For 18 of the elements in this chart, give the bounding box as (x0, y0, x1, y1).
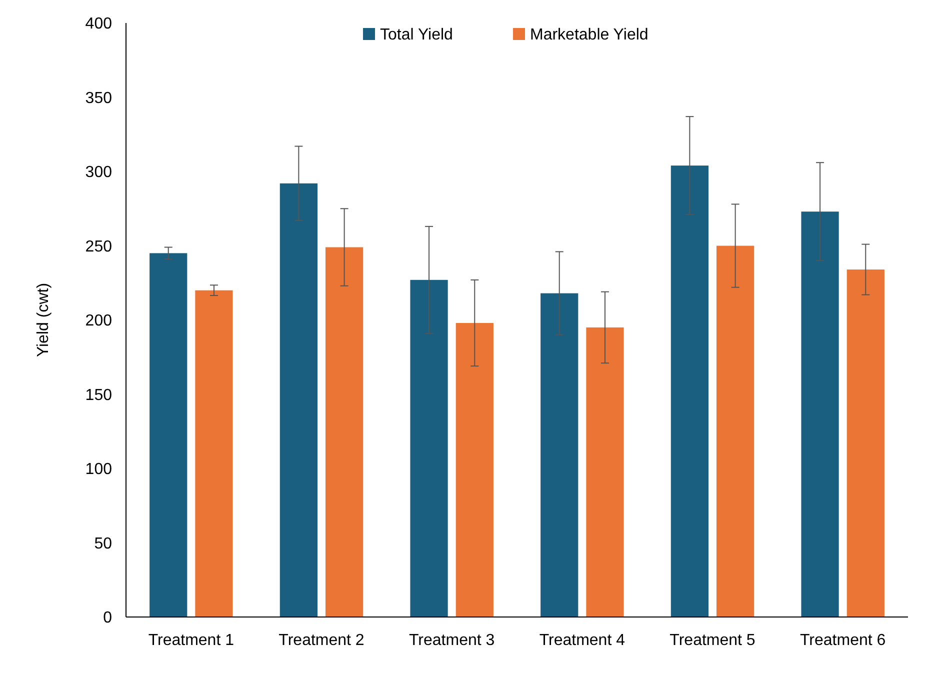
x-tick-label: Treatment 6 (800, 632, 886, 649)
y-tick-label: 150 (85, 386, 112, 404)
y-tick-label: 400 (85, 16, 112, 33)
x-tick-label: Treatment 1 (148, 632, 234, 649)
y-tick-label: 350 (85, 90, 112, 107)
x-tick-label: Treatment 4 (539, 632, 626, 649)
y-tick-label: 50 (94, 535, 112, 552)
y-axis-title: Yield (cwt) (35, 282, 52, 358)
y-tick-label: 0 (103, 610, 112, 627)
y-tick-label: 200 (85, 312, 112, 330)
y-tick-label: 250 (85, 238, 112, 256)
x-tick-label: Treatment 2 (278, 632, 364, 649)
y-tick-label: 300 (85, 164, 112, 182)
x-tick-label: Treatment 5 (670, 632, 756, 649)
x-tick-label: Treatment 3 (408, 632, 495, 649)
legend-label: Marketable Yield (530, 26, 648, 44)
y-tick-label: 100 (85, 461, 112, 478)
legend-label: Total Yield (380, 26, 453, 44)
